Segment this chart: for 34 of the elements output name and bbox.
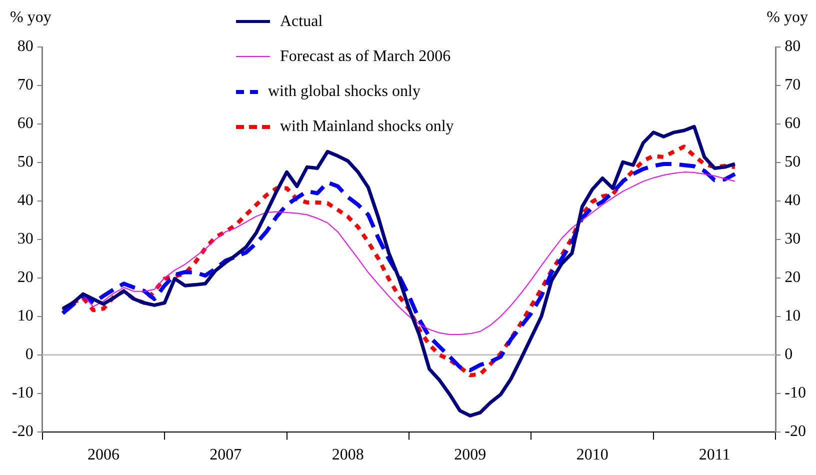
y2-tick-label: 80 <box>784 38 801 56</box>
y2-axis-title: % yoy <box>766 9 808 26</box>
x-tick-label: 2007 <box>210 446 242 464</box>
x-tick-label: 2011 <box>698 446 730 464</box>
y-tick-label: 70 <box>17 76 34 94</box>
y-tick-label: 40 <box>17 192 34 210</box>
y-tick-label: 50 <box>17 154 34 171</box>
y2-tick-label: -10 <box>784 384 806 402</box>
x-tick-label: 2008 <box>332 446 364 464</box>
y-tick-label: 30 <box>17 230 34 248</box>
y2-tick-label: -20 <box>784 423 806 440</box>
y-tick-label: 80 <box>17 38 34 56</box>
y-tick-label: -20 <box>12 423 34 440</box>
y2-tick-label: 10 <box>784 308 801 325</box>
legend-label: with Mainland shocks only <box>280 117 454 137</box>
y-axis-title: % yoy <box>10 9 52 26</box>
y2-tick-label: 60 <box>784 115 801 132</box>
x-tick-label: 2009 <box>454 446 486 464</box>
y2-tick-label: 20 <box>784 269 801 286</box>
y2-tick-label: 0 <box>784 346 793 364</box>
y2-tick-label: 70 <box>784 76 801 94</box>
y-tick-label: 20 <box>17 269 34 286</box>
y-tick-label: 10 <box>17 308 34 325</box>
y-tick-label: 60 <box>17 115 34 132</box>
x-tick-label: 2010 <box>576 446 608 464</box>
legend-label: Actual <box>280 12 323 32</box>
y-tick-label: -10 <box>12 384 34 402</box>
y-tick-label: 0 <box>25 346 34 364</box>
legend-label: Forecast as of March 2006 <box>280 47 451 67</box>
y2-tick-label: 50 <box>784 154 801 171</box>
legend-label: with global shocks only <box>268 82 420 102</box>
y2-tick-label: 40 <box>784 192 801 210</box>
y2-tick-label: 30 <box>784 230 801 248</box>
x-tick-label: 2006 <box>87 446 120 464</box>
